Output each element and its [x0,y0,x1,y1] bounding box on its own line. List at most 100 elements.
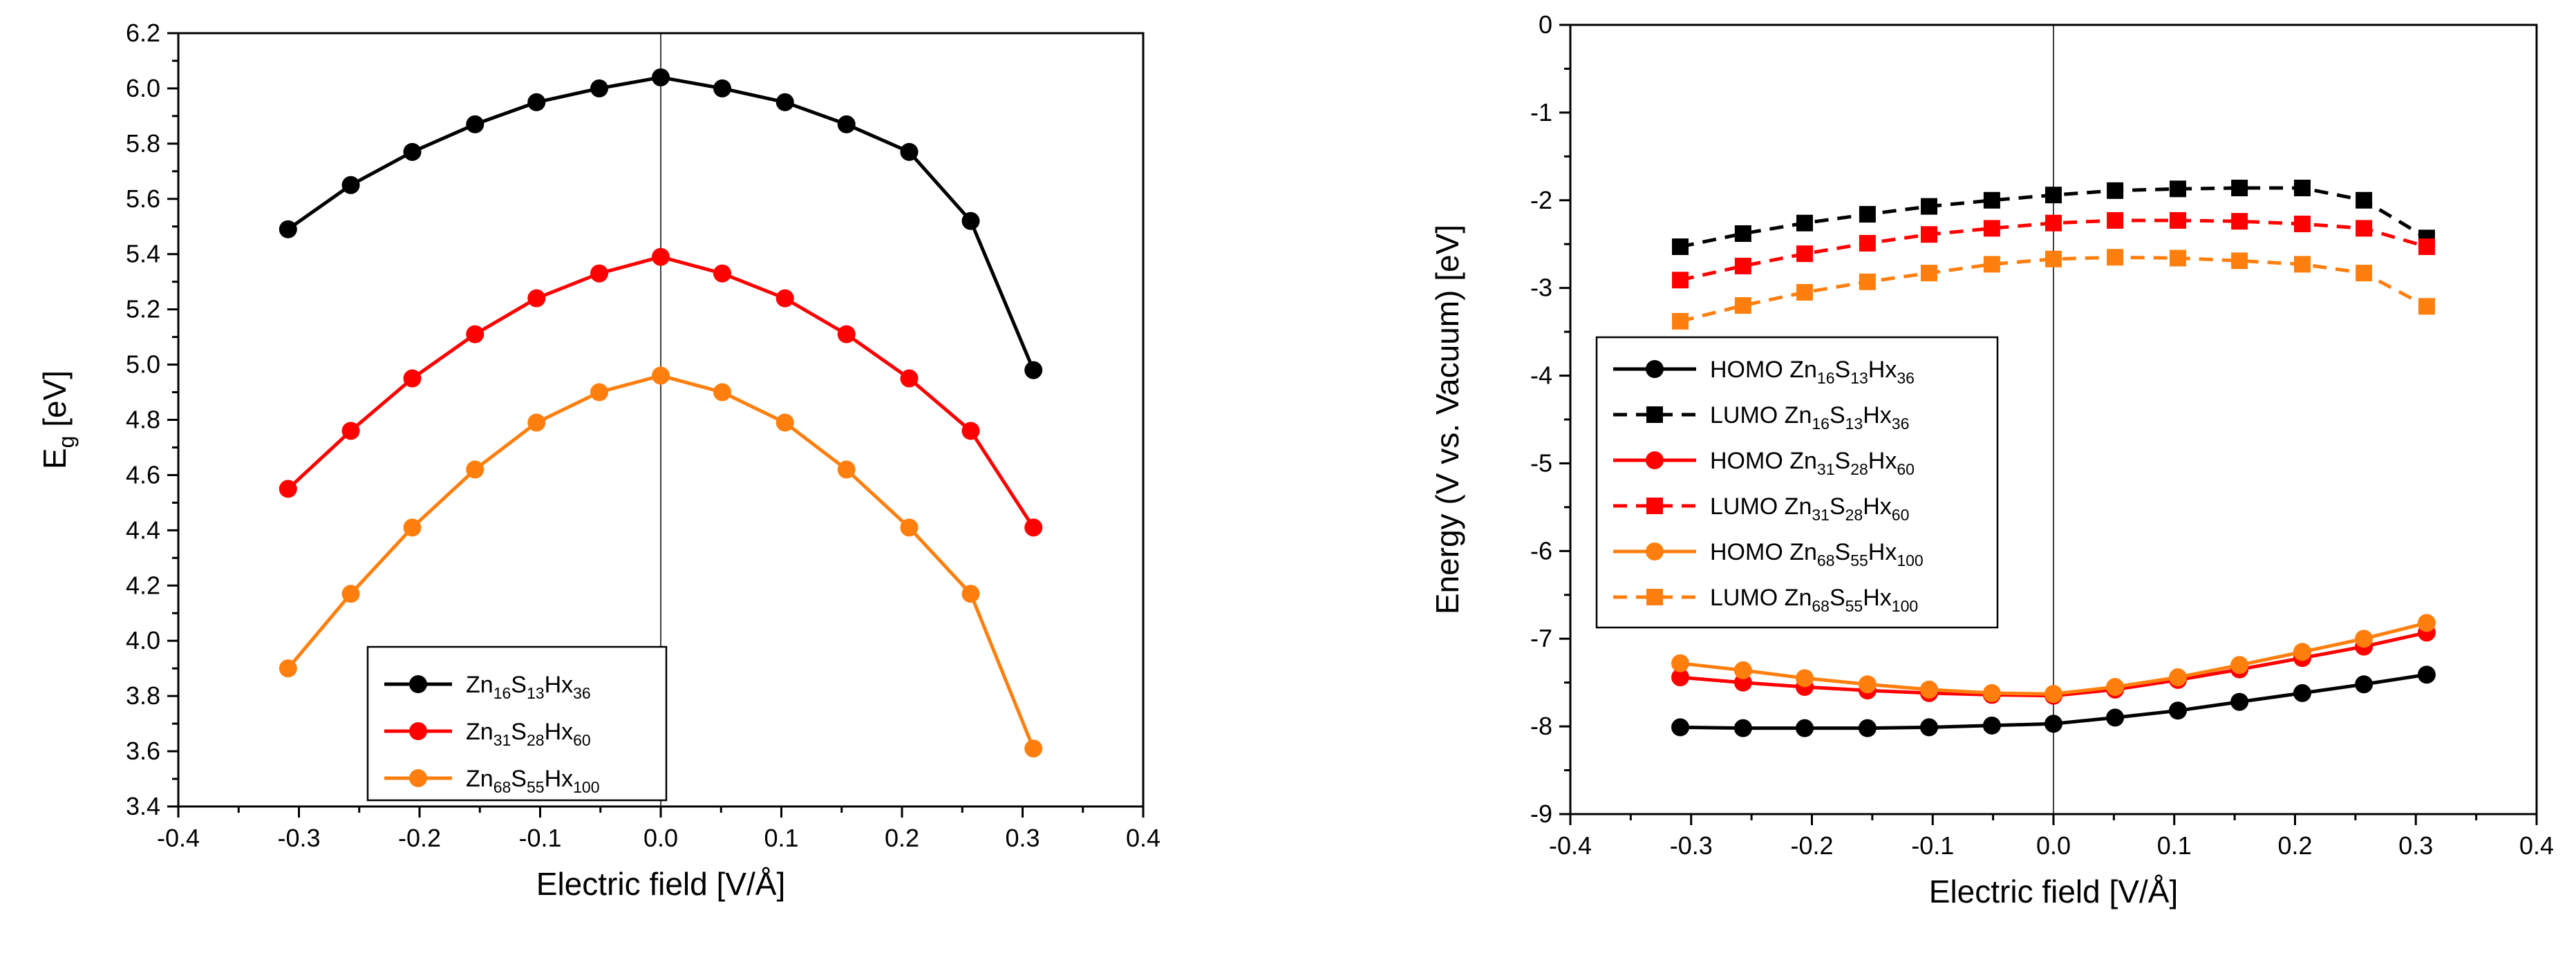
data-point [2231,252,2248,270]
legend-label-part-2: S [511,719,527,745]
x-tick-label: 0.1 [764,824,798,852]
data-point [1796,284,1814,301]
legend-label: HOMO Zn68S55Hx100 [1710,539,1924,569]
y-tick-label: -4 [1530,361,1552,390]
x-tick-label: -0.1 [1911,831,1954,860]
data-point [2169,249,2186,267]
y-tick-label: -2 [1530,186,1552,214]
data-point [1672,238,1689,256]
data-point [527,413,546,432]
data-point [403,518,422,537]
legend-label-part-0: LUMO Zn [1710,493,1812,520]
data-point [2106,678,2125,697]
legend-label-part-1: 68 [1817,551,1835,569]
data-point [1921,265,1938,282]
data-point [1859,234,1876,252]
legend-label-part-3: 13 [1850,369,1868,387]
data-point [403,142,422,161]
legend-label-part-1: 16 [1817,369,1835,387]
data-point [2356,220,2373,237]
legend-label: Zn31S28Hx60 [466,719,591,749]
legend-label-part-0: HOMO Zn [1710,448,1817,474]
legend-label: HOMO Zn16S13Hx36 [1710,357,1915,387]
y-axis-title-main: E [37,448,73,469]
y-tick-label: -5 [1530,449,1552,477]
data-point [2293,256,2311,273]
legend-label-part-5: 60 [1892,506,1910,524]
data-point [775,413,794,432]
x-tick-label: 0.0 [643,824,678,852]
data-point [961,422,980,440]
data-point [341,422,360,440]
data-point [775,93,794,111]
data-point [2418,238,2435,256]
data-point [900,518,919,537]
legend-label-part-0: Zn [466,672,493,698]
legend-label: Zn16S13Hx36 [466,672,591,702]
legend-label-part-1: 31 [493,731,511,749]
data-point [2293,180,2311,197]
legend-label-part-3: 13 [527,684,545,702]
legend-label-part-0: HOMO Zn [1710,539,1817,565]
data-point [1672,272,1689,289]
x-tick-label: 0.2 [2277,831,2312,860]
legend-label-part-3: 28 [1850,460,1868,478]
legend-marker [409,675,427,693]
data-point [2106,708,2125,727]
legend-label-part-5: 36 [1897,369,1915,387]
data-point [1983,191,2000,209]
series-Zn68S55Hx100 [279,366,1043,758]
series-LUMO Zn31S28Hx60 [1672,211,2435,289]
legend-label-part-4: Hx [1863,402,1892,428]
data-point [652,366,670,385]
data-point [2168,701,2187,720]
data-point [1672,312,1689,330]
data-point [1024,739,1043,758]
y-tick-label: 4.4 [126,516,160,544]
legend-label-part-2: S [1835,539,1851,565]
data-point [2230,656,2249,674]
data-point [1734,257,1751,274]
x-tick-label: -0.1 [518,824,561,852]
plot-frame [177,32,1145,808]
legend-label-part-5: 100 [573,778,599,796]
legend-marker [1646,360,1664,378]
legend-label-part-5: 36 [1892,415,1910,433]
y-tick-label: -7 [1530,624,1552,652]
data-point [1982,683,2001,702]
legend-label-part-4: Hx [1868,357,1897,383]
data-point [837,460,856,479]
legend-label-part-3: 28 [527,731,545,749]
x-tick-label: -0.3 [277,824,320,852]
legend-label-part-2: S [1830,493,1845,520]
y-axis-title: Eg [eV] [37,370,79,469]
series-HOMO Zn68S55Hx100 [1671,614,2436,704]
legend-label-part-1: 68 [493,778,511,796]
legend-marker [1646,406,1663,423]
y-axis-title-sub: g [54,436,79,449]
legend-label-part-4: Hx [1863,493,1892,520]
series-HOMO Zn16S13Hx36 [1671,666,2436,737]
data-point [2107,211,2124,229]
y-tick-label: 4.0 [126,626,160,654]
legend-label-part-2: S [1835,448,1851,474]
data-point [1858,675,1877,694]
legend-label-part-3: 13 [1845,415,1863,433]
y-tick-label: 6.0 [126,74,160,102]
legend-label-part-2: S [511,766,527,792]
plot-frame [1569,23,2538,815]
data-point [2293,683,2311,702]
data-point [2044,715,2062,733]
legend-label: LUMO Zn68S55Hx100 [1710,585,1918,615]
legend-label-part-4: Hx [545,766,574,792]
legend-label: HOMO Zn31S28Hx60 [1710,448,1915,478]
data-point [590,383,609,402]
y-tick-label: 5.8 [126,129,160,158]
legend-label-part-4: Hx [545,672,574,698]
legend-label-part-1: 31 [1812,506,1830,524]
y-tick-label: 5.0 [126,350,160,379]
data-point [2045,250,2062,267]
series-Zn16S13Hx36 [279,68,1043,379]
legend-label-part-2: S [1835,357,1851,383]
